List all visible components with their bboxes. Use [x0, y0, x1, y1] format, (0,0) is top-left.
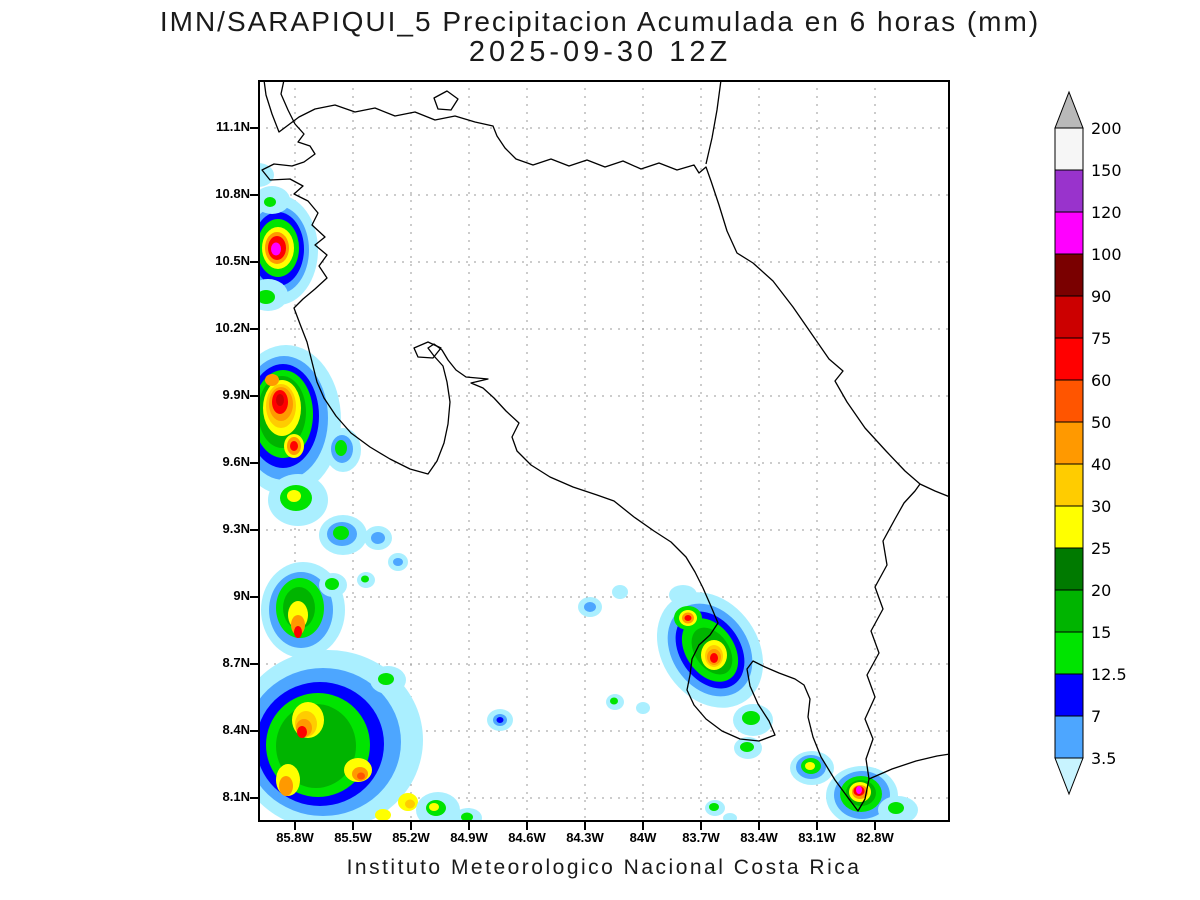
lon-tick-label: 82.8W [856, 830, 894, 845]
legend-level-label: 50 [1091, 413, 1111, 432]
lon-tick-label: 83.7W [682, 830, 720, 845]
legend-color-band [1054, 253, 1084, 297]
lat-tick-mark [250, 261, 258, 263]
lat-tick-label: 8.7N [222, 655, 250, 670]
lon-tick-mark [584, 822, 586, 830]
legend-level-label: 75 [1091, 329, 1111, 348]
legend-level-label: 30 [1091, 497, 1111, 516]
lat-tick-label: 9.9N [222, 387, 250, 402]
legend-level-label: 3.5 [1091, 749, 1116, 768]
lon-tick-label: 84W [629, 830, 657, 845]
lat-tick-mark [250, 663, 258, 665]
legend-color-band [1054, 169, 1084, 213]
legend-color-band [1054, 715, 1084, 759]
legend-color-band [1054, 547, 1084, 591]
lon-tick-mark [468, 822, 470, 830]
legend-color-band [1054, 463, 1084, 507]
lat-tick-label: 10.5N [215, 253, 250, 268]
lon-tick-mark [700, 822, 702, 830]
coastline-caribbean-north [705, 80, 722, 165]
lat-tick-mark [250, 730, 258, 732]
legend-level-label: 12.5 [1091, 665, 1127, 684]
legend-level-label: 90 [1091, 287, 1111, 306]
lon-tick-label: 83.1W [798, 830, 836, 845]
legend-level-label: 7 [1091, 707, 1101, 726]
coastline-panama-pacific [868, 753, 950, 780]
legend-level-label: 120 [1091, 203, 1122, 222]
lat-tick-mark [250, 596, 258, 598]
legend-arrow-below-min [1054, 757, 1084, 796]
lon-tick-label: 85.5W [334, 830, 372, 845]
legend-color-band [1054, 589, 1084, 633]
lat-tick-mark [250, 529, 258, 531]
lat-tick-label: 10.8N [215, 186, 250, 201]
legend-color-band [1054, 673, 1084, 717]
legend-color-band [1054, 631, 1084, 675]
lon-tick-mark [758, 822, 760, 830]
legend-color-band [1054, 505, 1084, 549]
lon-tick-mark [816, 822, 818, 830]
lat-tick-label: 8.1N [222, 789, 250, 804]
lat-tick-label: 9N [233, 588, 250, 603]
lon-tick-label: 84.9W [450, 830, 488, 845]
lat-tick-mark [250, 127, 258, 129]
lon-tick-mark [410, 822, 412, 830]
lat-tick-mark [250, 797, 258, 799]
lat-tick-mark [250, 395, 258, 397]
legend-level-label: 150 [1091, 161, 1122, 180]
lat-tick-label: 8.4N [222, 722, 250, 737]
lon-tick-mark [874, 822, 876, 830]
legend-level-label: 15 [1091, 623, 1111, 642]
lon-tick-mark [294, 822, 296, 830]
legend-level-label: 20 [1091, 581, 1111, 600]
coastline-main [261, 80, 921, 812]
lon-tick-label: 83.4W [740, 830, 778, 845]
legend-colorbar: 200 150 120 100 90 75 60 50 40 30 25 20 15 12.5 7 3.5 [1054, 90, 1127, 796]
lon-tick-label: 84.3W [566, 830, 604, 845]
lake-island [433, 90, 459, 111]
lon-tick-label: 84.6W [508, 830, 546, 845]
grid-lines [258, 80, 950, 822]
chart-subtitle-datetime: 2025-09-30 12Z [468, 36, 732, 68]
lat-tick-label: 10.2N [215, 320, 250, 335]
lat-tick-label: 9.6N [222, 454, 250, 469]
lat-tick-mark [250, 328, 258, 330]
chart-title: IMN/SARAPIQUI_5 Precipitacion Acumulada … [159, 6, 1041, 37]
lat-tick-mark [250, 462, 258, 464]
coastline [261, 80, 950, 812]
legend-arrow-above-max [1054, 90, 1084, 129]
legend-color-band [1054, 295, 1084, 339]
legend-color-band [1054, 127, 1084, 171]
legend-level-label: 200 [1091, 119, 1122, 138]
lon-tick-label: 85.2W [392, 830, 430, 845]
lat-tick-label: 11.1N [216, 119, 250, 134]
lon-tick-label: 85.8W [276, 830, 314, 845]
map-border [258, 80, 950, 822]
legend-color-band [1054, 379, 1084, 423]
lon-tick-mark [526, 822, 528, 830]
lon-tick-mark [642, 822, 644, 830]
legend-level-label: 40 [1091, 455, 1111, 474]
precipitation-field [258, 163, 918, 822]
chira-island [413, 341, 442, 359]
color-scale-legend: 200 150 120 100 90 75 60 50 40 30 25 20 15 12.5 7 3.5 [1053, 90, 1143, 807]
legend-level-label: 25 [1091, 539, 1111, 558]
map-canvas [258, 80, 950, 822]
legend-color-band [1054, 421, 1084, 465]
legend-color-band [1054, 211, 1084, 255]
lat-tick-mark [250, 194, 258, 196]
legend-color-band [1054, 337, 1084, 381]
footer-attribution: Instituto Meteorologico Nacional Costa R… [346, 856, 862, 879]
legend-level-label: 60 [1091, 371, 1111, 390]
legend-level-label: 100 [1091, 245, 1122, 264]
coastline-panama-caribbean [919, 483, 950, 498]
lat-tick-label: 9.3N [222, 521, 250, 536]
lon-tick-mark [352, 822, 354, 830]
